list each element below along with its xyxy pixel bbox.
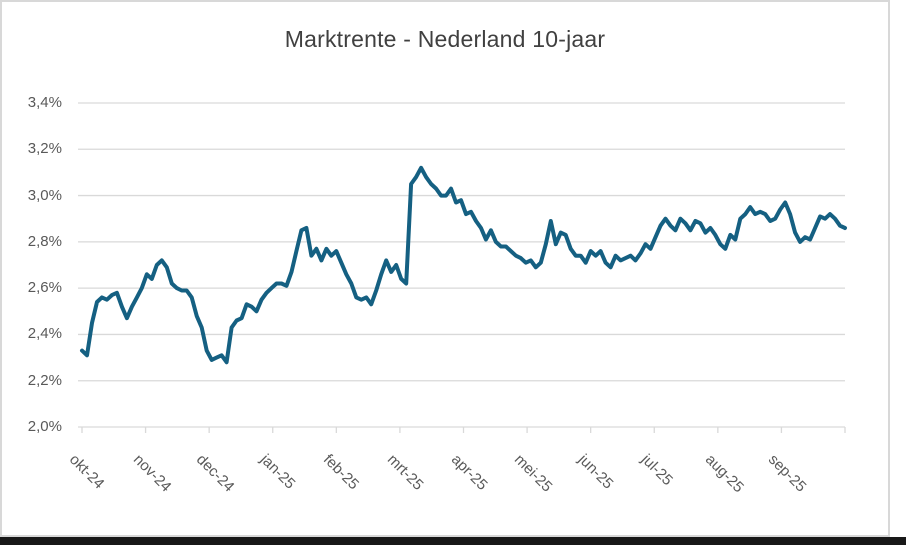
y-tick-label: 2,0% — [27, 418, 62, 435]
y-tick-label: 2,4% — [27, 325, 62, 343]
y-tick-label: 2,2% — [27, 371, 62, 389]
rate-line-series — [80, 165, 847, 365]
y-tick-label: 2,8% — [27, 232, 62, 250]
y-tick-label: 3,0% — [27, 186, 62, 204]
chart-title: Marktrente - Nederland 10-jaar — [284, 26, 606, 52]
bottom-edge-bar — [0, 537, 906, 545]
chart-frame — [0, 0, 890, 537]
y-tick-label: 3,2% — [27, 140, 62, 158]
y-tick-label: 2,6% — [27, 279, 62, 297]
y-tick-label: 3,4% — [27, 94, 62, 111]
